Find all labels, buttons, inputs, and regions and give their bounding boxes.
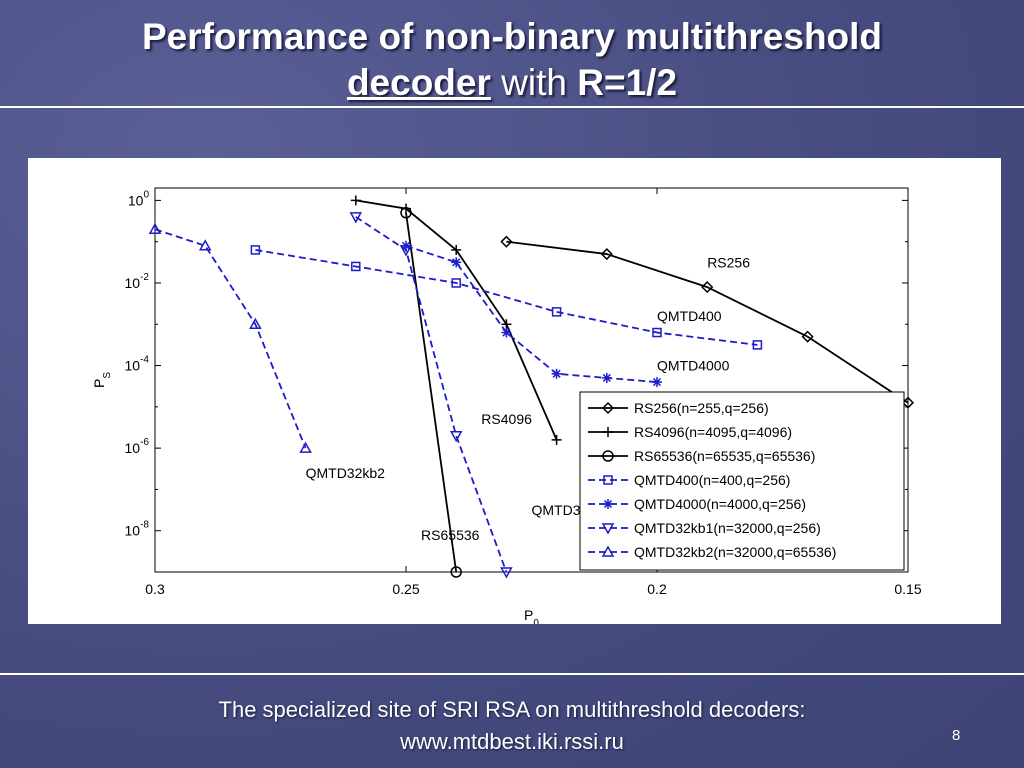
legend-marker xyxy=(601,401,615,415)
slide-title: Performance of non-binary multithreshold… xyxy=(0,14,1024,106)
annotation-label: QMTD32kb2 xyxy=(306,465,386,481)
data-point-rs256 xyxy=(500,235,513,248)
data-point-qmtd4000 xyxy=(501,327,512,338)
legend-label: RS65536(n=65535,q=65536) xyxy=(634,448,815,464)
data-point-rs256 xyxy=(701,281,714,294)
data-point-rs256 xyxy=(801,330,814,343)
x-tick-label: 0.25 xyxy=(392,581,419,597)
data-point-rs4096 xyxy=(350,195,361,206)
annotation-label: RS4096 xyxy=(481,411,532,427)
legend-item-qmtd4000: QMTD4000(n=4000,q=256) xyxy=(588,496,806,512)
data-point-qmtd400 xyxy=(752,340,763,350)
series-qmtd32kb2 xyxy=(148,222,312,453)
data-point-qmtd32kb1 xyxy=(500,567,513,579)
series-line-rs65536 xyxy=(405,212,458,573)
footer-line-1: The specialized site of SRI RSA on multi… xyxy=(218,697,806,722)
legend-marker xyxy=(603,499,613,509)
data-point-qmtd4000 xyxy=(551,368,562,379)
legend-item-rs4096: RS4096(n=4095,q=4096) xyxy=(588,424,792,440)
plot-frame xyxy=(154,187,909,573)
data-point-qmtd400 xyxy=(652,327,662,338)
data-point-qmtd4000 xyxy=(601,372,612,383)
annotation-label: RS256 xyxy=(707,254,750,270)
y-tick-label: 10-6 xyxy=(125,437,150,456)
data-point-qmtd400 xyxy=(351,261,361,272)
series-qmtd32kb1 xyxy=(349,212,513,579)
series-rs65536 xyxy=(400,207,462,578)
legend-label: RS256(n=255,q=256) xyxy=(634,400,769,416)
data-point-qmtd32kb1 xyxy=(399,245,413,257)
data-point-qmtd32kb1 xyxy=(349,212,363,224)
legend-item-rs65536: RS65536(n=65535,q=65536) xyxy=(588,448,815,464)
series-line-qmtd32kb2 xyxy=(154,228,307,449)
legend-box xyxy=(579,391,905,571)
series-qmtd400 xyxy=(250,245,763,350)
series-qmtd4000 xyxy=(401,240,662,388)
data-point-rs256 xyxy=(901,396,915,409)
legend-marker xyxy=(603,427,613,437)
chart-panel: 0.3 0.25 0.2 0.15 100 10-2 10-4 10-6 10-8 P0 PS RS2… xyxy=(28,158,1001,629)
top-divider xyxy=(0,106,1024,108)
data-point-qmtd32kb1 xyxy=(449,430,463,443)
legend-item-qmtd32kb1: QMTD32kb1(n=32000,q=256) xyxy=(588,520,821,536)
data-point-rs4096 xyxy=(551,434,562,445)
title-with-word: with xyxy=(501,62,567,103)
annotation-label: QMTD4000 xyxy=(657,358,730,374)
series-line-qmtd32kb1 xyxy=(355,216,508,573)
y-tick-label: 10-4 xyxy=(125,355,150,374)
footer-link[interactable]: www.mtdbest.iki.rssi.ru xyxy=(400,729,624,754)
series-line-qmtd400 xyxy=(255,249,758,346)
y-axis-label: PS xyxy=(91,372,113,388)
performance-chart: 0.3 0.25 0.2 0.15 100 10-2 10-4 10-6 10-8 P0 PS RS2… xyxy=(91,187,922,629)
y-tick-label: 100 xyxy=(128,189,150,208)
legend-label: QMTD32kb1(n=32000,q=256) xyxy=(634,520,821,536)
legend-marker xyxy=(602,450,614,462)
annotation-label: QMTD400 xyxy=(657,308,722,324)
data-point-rs65536 xyxy=(400,207,412,219)
legend-label: QMTD4000(n=4000,q=256) xyxy=(634,496,806,512)
y-tick-label: 10-2 xyxy=(125,272,150,291)
data-point-qmtd32kb2 xyxy=(148,222,162,235)
title-line-1: Performance of non-binary multithreshold xyxy=(141,16,883,57)
legend-label: RS4096(n=4095,q=4096) xyxy=(634,424,792,440)
legend-marker xyxy=(601,545,615,557)
data-point-rs4096 xyxy=(451,244,462,255)
data-point-qmtd32kb2 xyxy=(299,441,312,453)
title-line-2: decoder with R=1/2 xyxy=(0,60,1024,106)
x-tick-label: 0.2 xyxy=(647,581,667,597)
annotation-label: RS65536 xyxy=(421,527,480,543)
data-point-qmtd4000 xyxy=(451,257,462,268)
series-rs256 xyxy=(500,235,915,409)
series-line-rs256 xyxy=(506,240,909,404)
bottom-divider xyxy=(0,673,1024,675)
data-point-qmtd32kb2 xyxy=(249,317,262,330)
data-point-qmtd32kb2 xyxy=(198,239,212,251)
series-line-qmtd4000 xyxy=(405,244,658,383)
series-rs4096 xyxy=(350,195,562,445)
footer: The specialized site of SRI RSA on multi… xyxy=(0,694,1024,758)
x-tick-label: 0.15 xyxy=(894,581,921,597)
x-axis-label: P0 xyxy=(524,607,539,624)
y-tick-label: 10-8 xyxy=(125,520,150,539)
data-point-rs256 xyxy=(600,248,613,261)
page-number: 8 xyxy=(952,727,961,744)
title-rate: R=1/2 xyxy=(577,62,678,103)
data-point-qmtd400 xyxy=(551,307,562,317)
legend-item-qmtd32kb2: QMTD32kb2(n=32000,q=65536) xyxy=(588,544,836,560)
data-point-rs65536 xyxy=(450,566,462,578)
legend-label: QMTD400(n=400,q=256) xyxy=(634,472,790,488)
data-point-qmtd400 xyxy=(250,245,261,255)
title-decoder-word: decoder xyxy=(346,62,491,103)
legend-item-rs256: RS256(n=255,q=256) xyxy=(588,400,769,416)
x-tick-label: 0.3 xyxy=(145,581,165,597)
data-point-qmtd400 xyxy=(451,278,461,288)
legend-marker xyxy=(601,523,615,535)
legend-item-qmtd400: QMTD400(n=400,q=256) xyxy=(588,472,790,488)
data-point-qmtd4000 xyxy=(652,377,662,388)
legend-marker xyxy=(603,475,613,485)
legend-label: QMTD32kb2(n=32000,q=65536) xyxy=(634,544,836,560)
